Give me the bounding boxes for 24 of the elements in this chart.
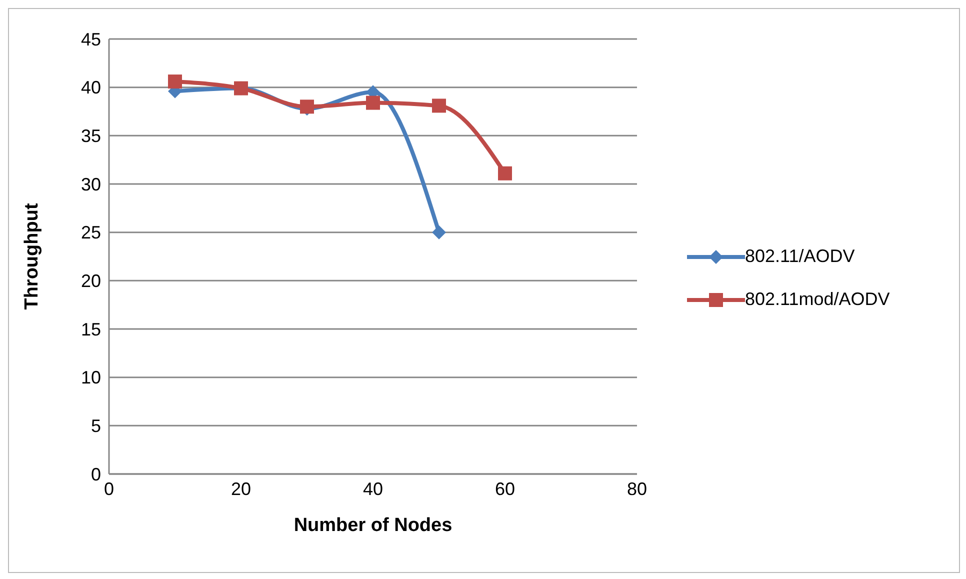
point [168,74,182,89]
point [432,225,446,240]
point [432,98,446,113]
y-tick-label: 15 [80,319,101,340]
y-tick-label: 10 [80,368,101,388]
y-tick-label: 5 [90,416,101,436]
point [366,96,380,110]
y-tick-label: 35 [80,126,101,146]
legend-label: 802.11mod/AODV [745,289,890,310]
y-tick-label: 25 [80,222,101,243]
x-tick-label: 80 [626,478,648,499]
x-tick-label: 40 [362,478,384,499]
x-axis-title: Number of Nodes [294,515,452,536]
legend-label: 802.11/AODV [745,246,855,267]
y-tick-label: 0 [90,464,101,484]
y-tick-label: 40 [80,78,101,98]
point [498,166,512,180]
y-tick-label: 45 [80,29,101,50]
x-tick-label: 60 [494,478,516,499]
x-tick-label: 0 [104,478,114,499]
y-tick-label: 20 [80,271,101,292]
y-axis-title: Throughput [22,202,43,310]
y-tick-label: 30 [80,174,101,194]
x-tick-label: 20 [230,478,252,499]
